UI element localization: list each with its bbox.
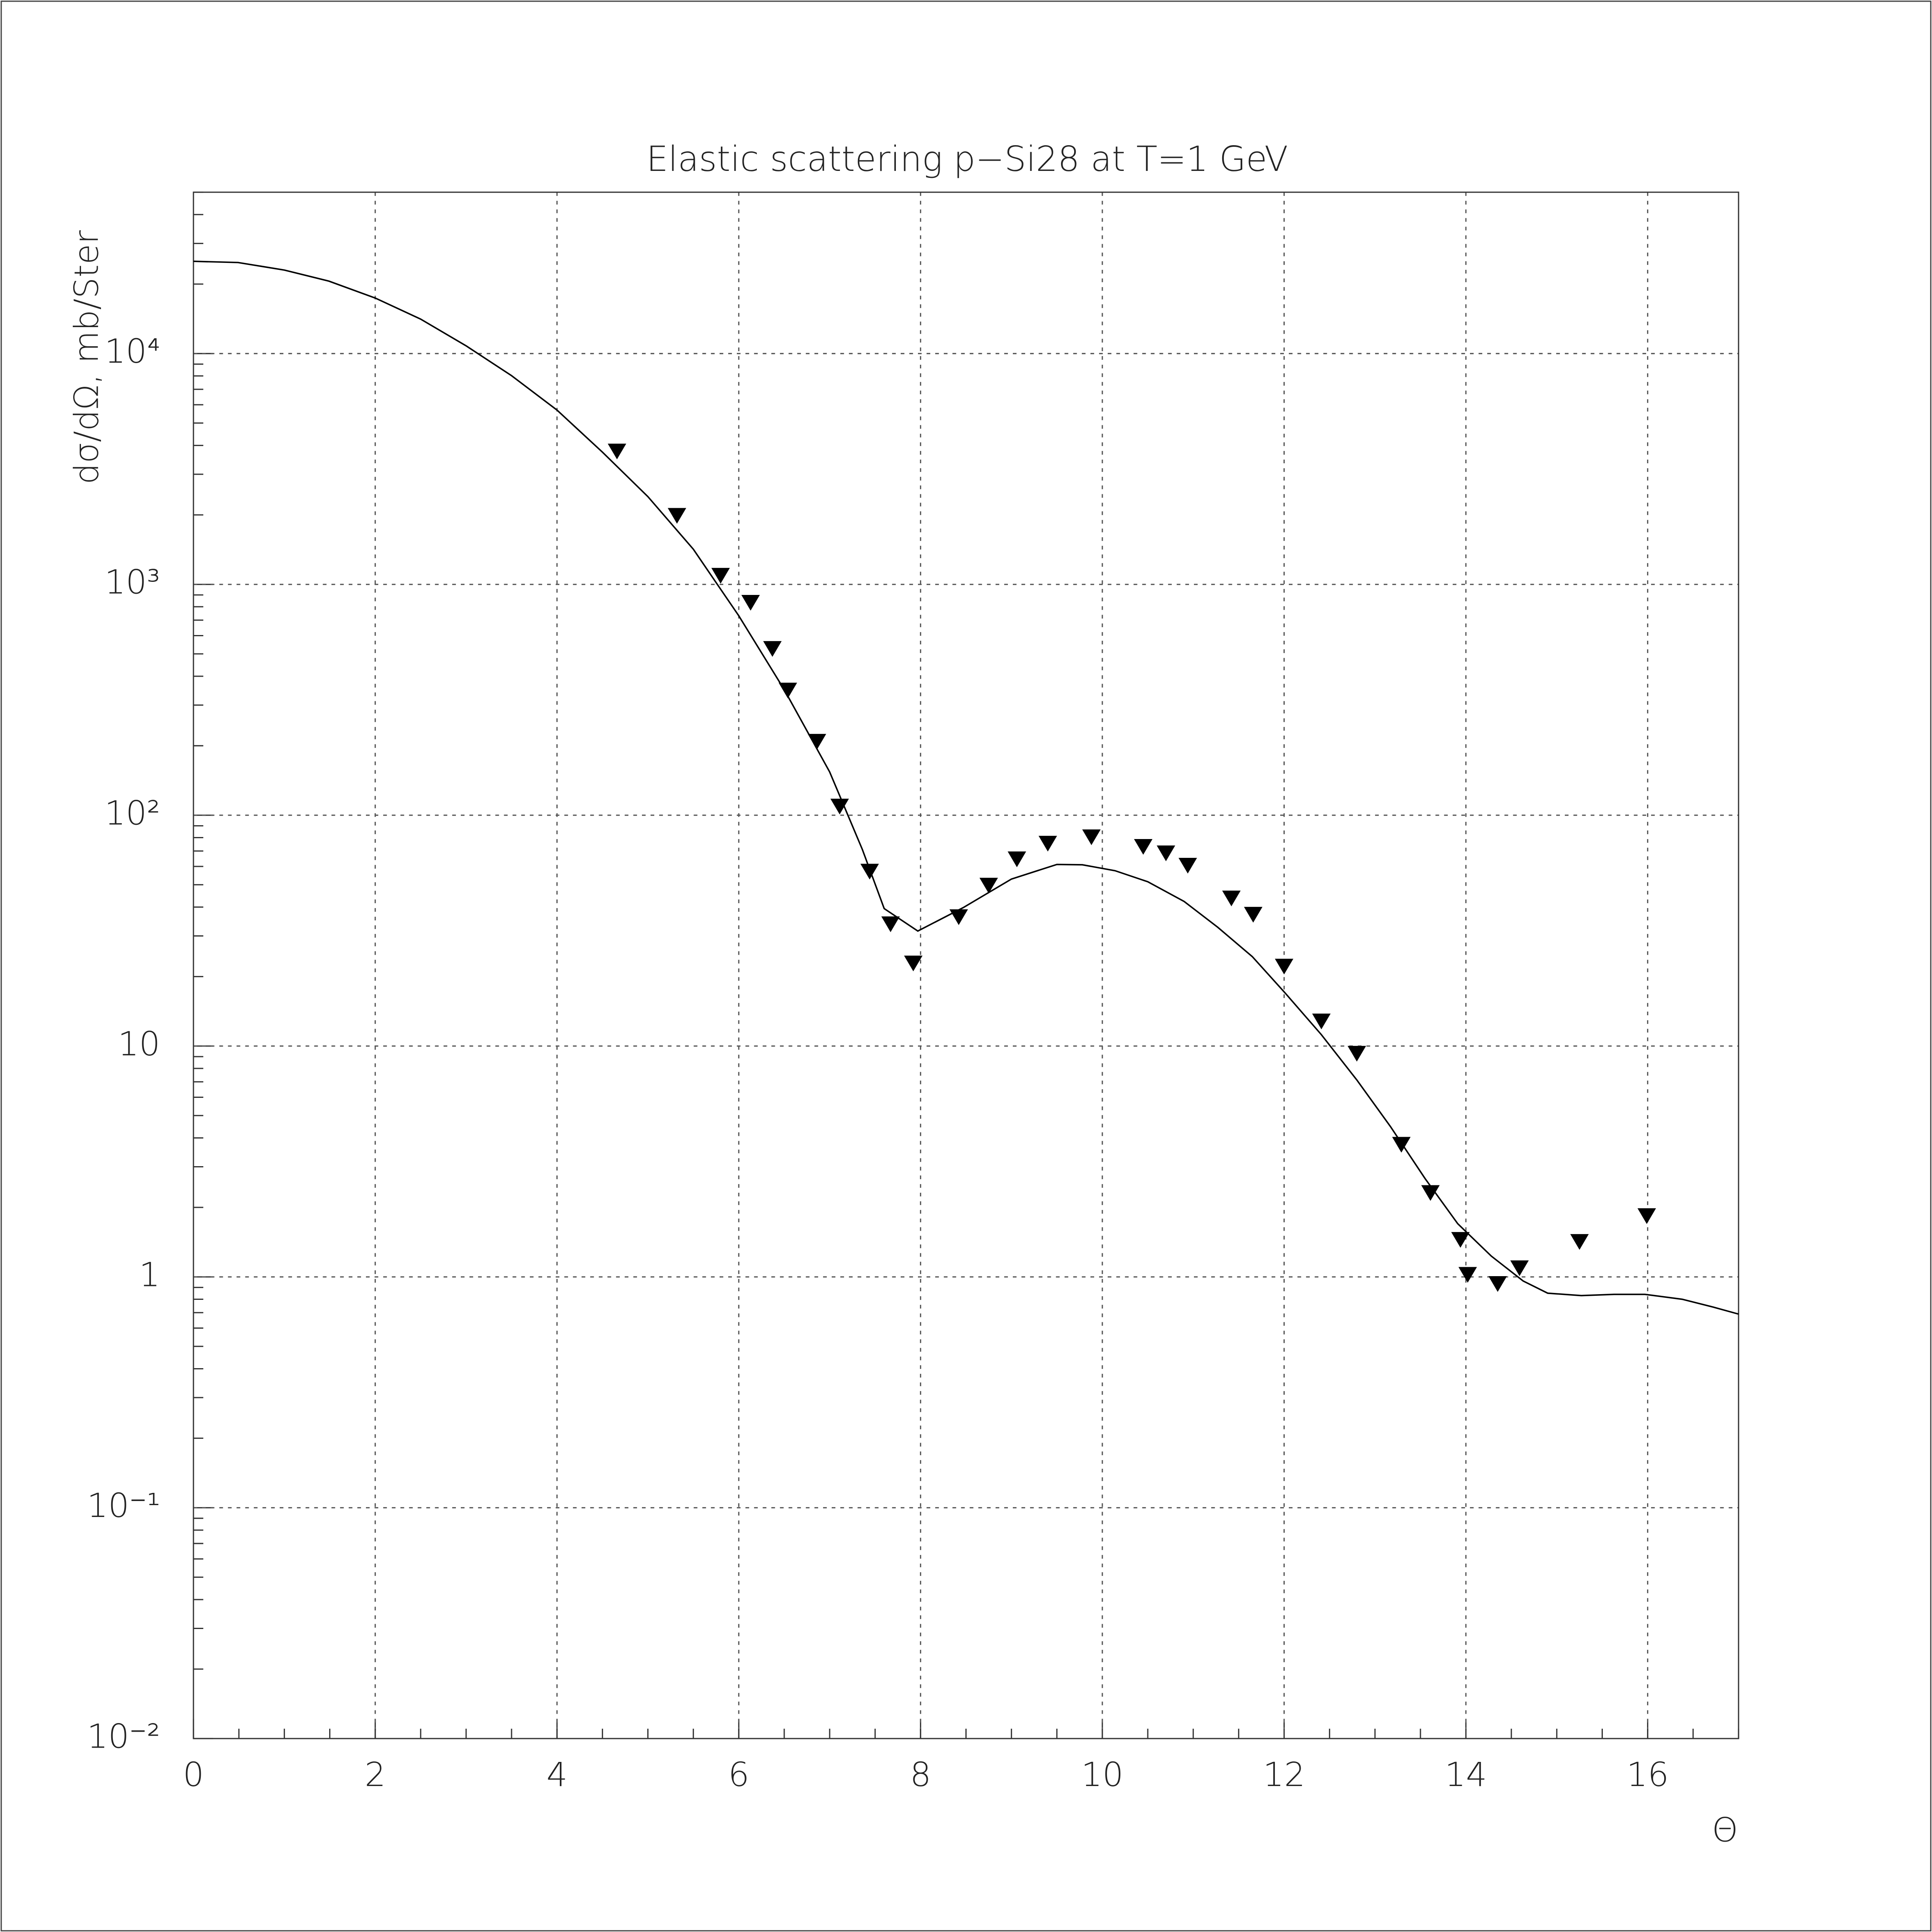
data-point	[860, 864, 879, 880]
y-tick-label: 10²	[105, 794, 160, 832]
data-point	[949, 909, 968, 925]
data-point	[904, 956, 923, 972]
y-tick-label: 10	[118, 1025, 160, 1064]
plot-frame	[193, 191, 1739, 1739]
chart-title: Elastic scattering p−Si28 at T=1 GeV	[646, 139, 1288, 179]
x-tick-label: 14	[1445, 1755, 1487, 1794]
x-tick-label: 12	[1263, 1755, 1306, 1794]
data-point	[1008, 851, 1026, 867]
y-tick-label: 1	[139, 1255, 160, 1294]
data-point	[1488, 1276, 1507, 1292]
data-point	[1312, 1013, 1331, 1030]
data-point	[608, 443, 626, 460]
data-point	[1038, 836, 1057, 852]
data-point	[830, 799, 849, 815]
x-tick-label: 2	[365, 1755, 386, 1794]
x-tick-label: 10	[1081, 1755, 1124, 1794]
data-point	[1178, 857, 1197, 874]
data-point	[1392, 1137, 1411, 1153]
data-point	[1347, 1046, 1366, 1062]
data-point	[1275, 958, 1294, 975]
data-point	[808, 734, 826, 750]
data-point	[979, 877, 998, 894]
data-point	[1451, 1232, 1470, 1248]
x-tick-label: 0	[183, 1755, 204, 1794]
data-point	[1222, 891, 1241, 907]
data-point	[668, 508, 687, 524]
y-tick-label: 10³	[105, 563, 160, 602]
x-tick-label: 6	[728, 1755, 749, 1794]
data-point	[741, 595, 760, 611]
data-point	[1421, 1185, 1440, 1201]
data-point	[1156, 845, 1176, 862]
x-axis-title: Θ	[1712, 1811, 1738, 1849]
y-axis-title: dσ/dΩ, mb/Ster	[67, 230, 106, 485]
y-tick-label: 10⁴	[105, 332, 160, 371]
x-tick-label: 4	[546, 1755, 568, 1794]
data-point	[763, 641, 782, 657]
data-point	[1134, 839, 1153, 855]
data-point	[1244, 907, 1263, 923]
data-point	[1637, 1208, 1656, 1224]
data-point	[881, 916, 900, 932]
x-tick-label: 16	[1627, 1755, 1669, 1794]
curve	[193, 260, 1739, 1315]
data-point	[1510, 1260, 1529, 1276]
data-point	[711, 568, 730, 584]
data-point	[1458, 1267, 1477, 1283]
data-point	[779, 682, 797, 699]
y-tick-label: 10⁻²	[87, 1717, 160, 1756]
y-tick-label: 10⁻¹	[87, 1486, 160, 1525]
x-tick-label: 8	[910, 1755, 931, 1794]
data-point	[1082, 829, 1101, 845]
data-point	[1570, 1234, 1589, 1250]
